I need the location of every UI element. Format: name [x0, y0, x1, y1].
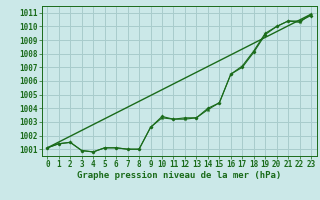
- X-axis label: Graphe pression niveau de la mer (hPa): Graphe pression niveau de la mer (hPa): [77, 171, 281, 180]
